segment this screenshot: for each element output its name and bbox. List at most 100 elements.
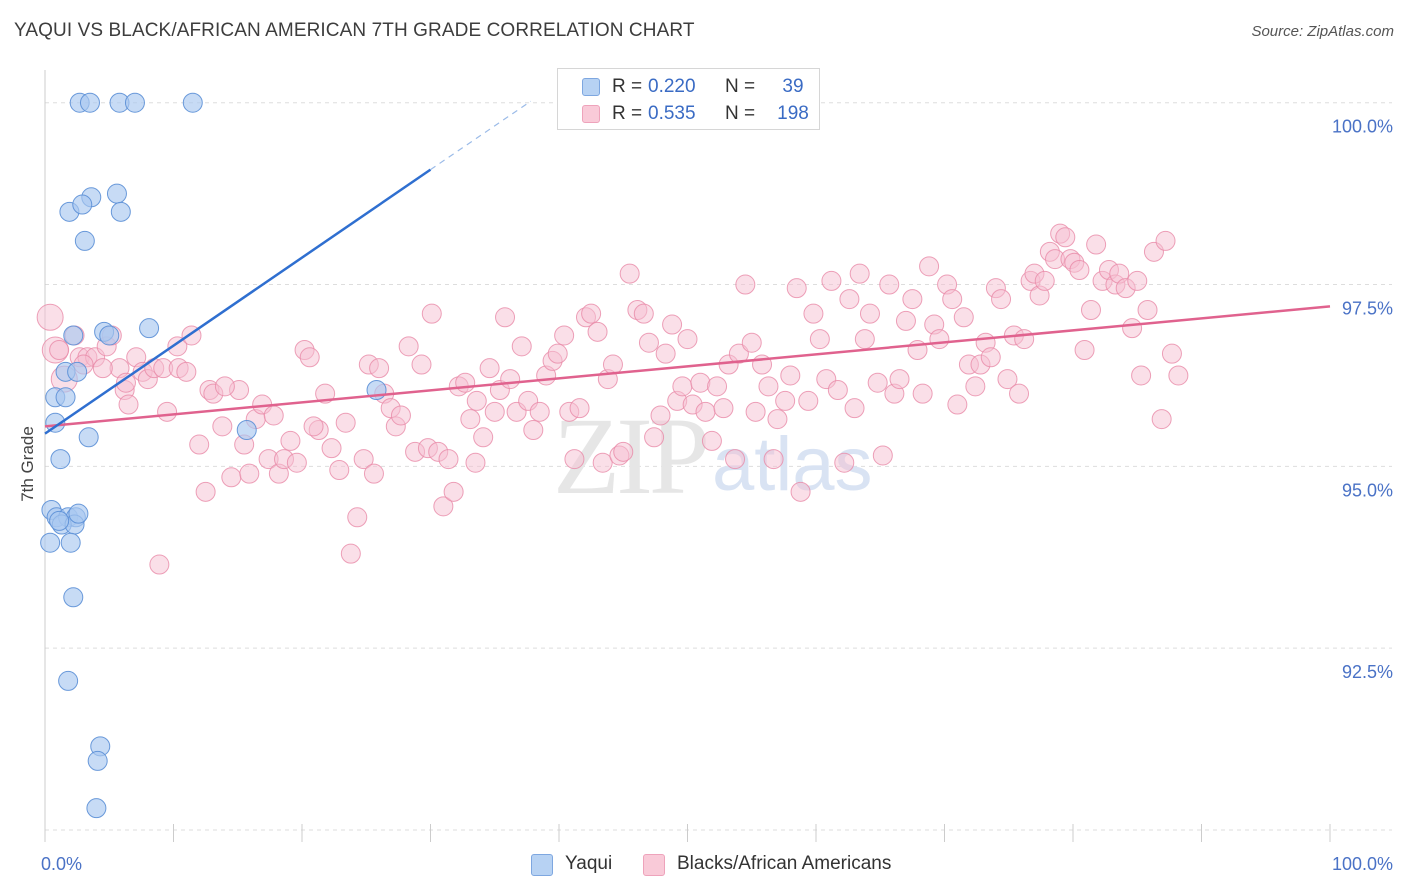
black-point [929, 329, 950, 350]
yaqui-point [86, 798, 107, 819]
black-point [1009, 383, 1030, 404]
black-point [36, 303, 64, 331]
black-point [321, 438, 342, 459]
black-point [859, 303, 880, 324]
black-point [214, 376, 235, 397]
black-point [167, 336, 188, 357]
black-point [677, 329, 698, 350]
r-value: 0.220 [648, 76, 696, 97]
chart-title: YAQUI VS BLACK/AFRICAN AMERICAN 7TH GRAD… [14, 20, 695, 41]
black-point [758, 376, 779, 397]
black-point [529, 401, 550, 422]
legend-label: Yaqui [565, 853, 613, 874]
black-point [221, 467, 242, 488]
black-point [767, 409, 788, 430]
r-label: R = [612, 76, 643, 97]
yaqui-point [55, 387, 76, 408]
black-point [786, 278, 807, 299]
black-point [1080, 300, 1101, 320]
black-point [335, 412, 356, 433]
yaqui-trend-extension [430, 100, 532, 171]
black-point [433, 496, 454, 517]
black-point [479, 358, 500, 379]
black-point [879, 274, 900, 295]
yaqui-point [74, 230, 95, 251]
black-point [701, 430, 722, 451]
black-point [602, 354, 623, 375]
yaqui-point [67, 361, 88, 382]
black-point [798, 390, 819, 411]
black-swatch [582, 105, 600, 123]
black-point [1151, 409, 1172, 430]
black-point [638, 332, 659, 353]
yaqui-point [124, 92, 145, 113]
black-point [511, 336, 532, 357]
yaqui-point [63, 325, 84, 346]
x-tick-label: 100.0% [1332, 854, 1393, 874]
black-point [315, 383, 336, 404]
black-point [947, 394, 968, 415]
black-point [1161, 343, 1182, 364]
yaqui-point [99, 325, 120, 346]
black-point [554, 325, 575, 346]
black-point [263, 405, 284, 426]
yaqui-point [49, 510, 70, 531]
black-point [1131, 365, 1152, 386]
yaqui-point [110, 201, 131, 222]
black-point [495, 307, 516, 328]
yaqui-point [79, 92, 100, 113]
black-point [902, 289, 923, 310]
black-point [118, 394, 139, 415]
black-point [854, 329, 875, 350]
black-point [690, 372, 711, 393]
black-point [587, 321, 608, 342]
black-point [1086, 234, 1107, 255]
black-point [827, 380, 848, 400]
r-value: 0.535 [648, 103, 696, 124]
stats-box: R = 0.220 N = 39 R = 0.535 N = 198 [557, 68, 820, 130]
black-point [672, 376, 693, 397]
data-points [36, 92, 1189, 819]
black-point [195, 481, 216, 502]
y-tick-label: 95.0% [1342, 480, 1393, 500]
black-point [581, 303, 602, 324]
black-point [775, 390, 796, 411]
black-point [212, 416, 233, 437]
black-point [115, 372, 136, 393]
yaqui-point [45, 412, 66, 433]
n-value: 39 [782, 76, 804, 97]
black-point [353, 449, 374, 470]
black-point [821, 270, 842, 291]
black-point [735, 274, 756, 295]
legend-label: Blacks/African Americans [677, 853, 892, 874]
black-point [867, 372, 888, 393]
black-point [849, 263, 870, 284]
black-point [1155, 230, 1176, 251]
black-point [466, 390, 487, 411]
black-legend-swatch [643, 854, 665, 876]
black-point [844, 398, 865, 419]
black-point [363, 463, 384, 484]
yaqui-point [139, 318, 160, 339]
black-point [872, 445, 893, 466]
black-point [780, 365, 801, 386]
axes [44, 70, 1331, 842]
black-point [713, 398, 734, 419]
black-point [895, 310, 916, 331]
yaqui-point [60, 532, 81, 553]
y-axis-label: 7th Grade [18, 426, 37, 502]
yaqui-point [72, 194, 93, 215]
black-point [695, 401, 716, 422]
black-point [443, 481, 464, 502]
black-point [1055, 227, 1076, 248]
black-point [942, 289, 963, 310]
black-point [834, 452, 855, 473]
yaqui-point [58, 670, 79, 691]
tick-labels: 100.0% 97.5% 95.0% 92.5% 0.0% 100.0% [41, 117, 1393, 874]
black-point [763, 449, 784, 470]
black-point [455, 372, 476, 393]
black-point [299, 347, 320, 368]
source-label: Source: ZipAtlas.com [1251, 23, 1394, 40]
black-point [369, 358, 390, 379]
